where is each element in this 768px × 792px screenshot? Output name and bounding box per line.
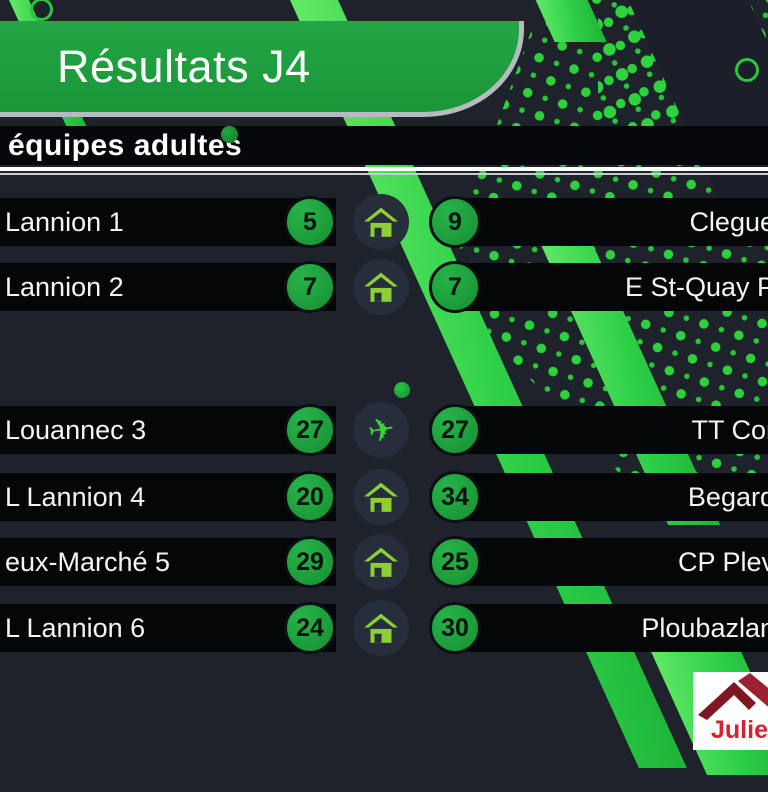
away-score-badge: 34	[429, 471, 481, 523]
section-title: équipes adultes	[8, 128, 243, 162]
home-team-bar: L Lannion 4	[0, 473, 336, 521]
home-icon	[364, 613, 398, 643]
match-row: L Lannion 4 20 34 Begard	[0, 469, 768, 525]
home-score: 27	[296, 415, 324, 444]
home-team-bar: Louannec 3	[0, 406, 336, 454]
home-team-bar: Lannion 1	[0, 198, 336, 246]
away-score: 25	[441, 547, 469, 576]
away-score: 30	[441, 613, 469, 642]
venue-badge	[353, 534, 409, 590]
home-team-name: eux-Marché 5	[5, 546, 171, 577]
logo-text: Julie	[711, 716, 768, 744]
home-score-badge: 5	[284, 196, 336, 248]
home-score: 29	[296, 547, 324, 576]
home-score: 5	[303, 207, 317, 236]
home-score-badge: 20	[284, 471, 336, 523]
home-score: 7	[303, 272, 317, 301]
away-score-badge: 30	[429, 602, 481, 654]
home-team-name: Lannion 1	[5, 206, 124, 237]
away-score: 7	[448, 272, 462, 301]
home-score: 20	[296, 482, 324, 511]
away-team-name: CP Plev	[677, 546, 768, 577]
roof-logo-icon	[698, 673, 768, 720]
venue-badge: ✈	[353, 402, 409, 458]
divider-line	[0, 173, 768, 175]
home-team-name: L Lannion 6	[5, 612, 146, 643]
green-dot	[221, 126, 238, 143]
away-team-name: Ploubazlan	[641, 612, 768, 643]
away-team-bar: Begard	[462, 473, 768, 521]
match-row: Lannion 2 7 7 E St-Quay P	[0, 259, 768, 315]
home-score: 24	[296, 613, 324, 642]
away-score: 9	[448, 207, 462, 236]
away-team-bar: E St-Quay P	[462, 263, 768, 311]
circle-outline-icon	[735, 58, 759, 82]
away-team-bar: Ploubazlan	[462, 604, 768, 652]
home-score-badge: 27	[284, 404, 336, 456]
section-header-bar: équipes adultes	[0, 126, 768, 165]
away-team-name: E St-Quay P	[624, 271, 768, 302]
away-team-bar: CP Plev	[462, 538, 768, 586]
match-row: L Lannion 6 24 30 Ploubazlan	[0, 600, 768, 656]
home-icon	[364, 482, 398, 512]
home-score-badge: 7	[284, 261, 336, 313]
away-team-bar: TT Cor	[462, 406, 768, 454]
away-score-badge: 7	[429, 261, 481, 313]
club-logo: Julie	[693, 672, 768, 750]
home-team-name: Lannion 2	[5, 271, 124, 302]
away-team-name: TT Cor	[691, 414, 768, 445]
away-score-badge: 9	[429, 196, 481, 248]
away-score-badge: 27	[429, 404, 481, 456]
home-icon	[364, 207, 398, 237]
home-score-badge: 24	[284, 602, 336, 654]
away-team-bar: Clegue	[462, 198, 768, 246]
page-title: Résultats J4	[57, 40, 311, 92]
home-team-bar: L Lannion 6	[0, 604, 336, 652]
venue-badge	[353, 259, 409, 315]
venue-badge	[353, 469, 409, 525]
away-team-name: Begard	[687, 481, 768, 512]
home-team-bar: eux-Marché 5	[0, 538, 336, 586]
home-team-bar: Lannion 2	[0, 263, 336, 311]
match-row: Louannec 3 27 ✈ 27 TT Cor	[0, 402, 768, 458]
home-team-name: L Lannion 4	[5, 481, 146, 512]
circle-outline-icon	[30, 0, 53, 21]
home-icon	[364, 547, 398, 577]
away-team-name: Clegue	[689, 206, 768, 237]
match-row: Lannion 1 5 9 Clegue	[0, 194, 768, 250]
venue-badge	[353, 194, 409, 250]
match-row: eux-Marché 5 29 25 CP Plev	[0, 534, 768, 590]
venue-badge	[353, 600, 409, 656]
green-dot	[394, 382, 410, 398]
away-score: 34	[441, 482, 469, 511]
home-team-name: Louannec 3	[5, 414, 147, 445]
away-score: 27	[441, 415, 469, 444]
home-icon	[364, 272, 398, 302]
airplane-icon: ✈	[364, 408, 398, 452]
divider-line	[0, 167, 768, 171]
home-score-badge: 29	[284, 536, 336, 588]
away-score-badge: 25	[429, 536, 481, 588]
title-banner: Résultats J4	[0, 21, 524, 117]
